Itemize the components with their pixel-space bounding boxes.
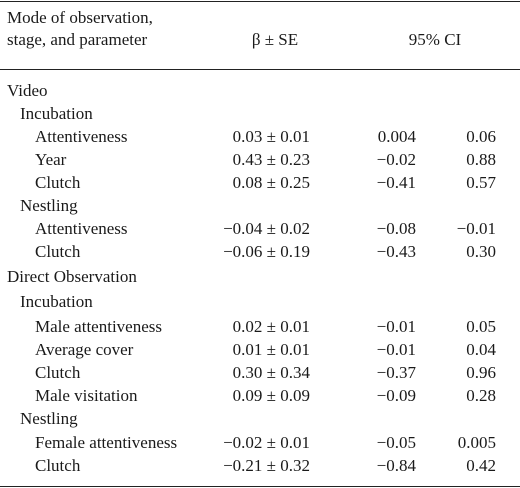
table-row: Clutch 0.30 ± 0.34 −0.37 0.96 <box>0 361 520 385</box>
ci-lower-cell: −0.41 <box>376 173 416 192</box>
row-label: Attentiveness <box>35 219 128 238</box>
ci-upper-cell: 0.28 <box>466 386 496 405</box>
ci-upper-cell: 0.06 <box>466 127 496 146</box>
ci-upper-cell: 0.88 <box>466 150 496 169</box>
table-row: Clutch −0.06 ± 0.19 −0.43 0.30 <box>0 240 520 264</box>
row-label: Nestling <box>20 196 78 215</box>
ci-upper-cell: 0.04 <box>466 340 496 359</box>
table-row: Female attentiveness −0.02 ± 0.01 −0.05 0.0… <box>0 431 520 455</box>
ci-lower-cell: −0.01 <box>376 340 416 359</box>
beta-se-cell: −0.06 ± 0.19 <box>223 242 310 261</box>
beta-se-cell: 0.08 ± 0.25 <box>232 173 310 192</box>
row-label: Clutch <box>35 173 81 192</box>
table-row: Clutch −0.21 ± 0.32 −0.84 0.42 <box>0 454 520 478</box>
beta-se-cell: −0.21 ± 0.32 <box>223 456 310 475</box>
table-row: Year 0.43 ± 0.23 −0.02 0.88 <box>0 148 520 172</box>
ci-upper-cell: −0.01 <box>456 219 496 238</box>
beta-se-cell: 0.30 ± 0.34 <box>232 363 310 382</box>
table-row: Clutch 0.08 ± 0.25 −0.41 0.57 <box>0 171 520 195</box>
row-label: Direct Observation <box>7 267 137 286</box>
subsection-row: Nestling <box>0 194 520 218</box>
beta-se-cell: 0.03 ± 0.01 <box>232 127 310 146</box>
beta-se-cell: 0.09 ± 0.09 <box>232 386 310 405</box>
header-parameter: Mode of observation, stage, and paramete… <box>7 7 153 51</box>
ci-lower-cell: −0.43 <box>376 242 416 261</box>
beta-se-cell: −0.02 ± 0.01 <box>223 433 310 452</box>
header-parameter-line1: Mode of observation, <box>7 8 153 27</box>
beta-se-cell: −0.04 ± 0.02 <box>223 219 310 238</box>
table-row: Attentiveness −0.04 ± 0.02 −0.08 −0.01 <box>0 217 520 241</box>
row-label: Male visitation <box>35 386 138 405</box>
row-label: Incubation <box>20 292 93 311</box>
row-label: Video <box>7 81 48 100</box>
row-label: Attentiveness <box>35 127 128 146</box>
ci-lower-cell: −0.37 <box>376 363 416 382</box>
row-label: Clutch <box>35 456 81 475</box>
header-ci: 95% CI <box>408 30 462 49</box>
beta-se-cell: 0.01 ± 0.01 <box>232 340 310 359</box>
row-label: Nestling <box>20 409 78 428</box>
header-rule <box>0 69 520 70</box>
ci-upper-cell: 0.005 <box>457 433 496 452</box>
header-parameter-line2: stage, and parameter <box>7 30 148 49</box>
table-row: Attentiveness 0.03 ± 0.01 0.004 0.06 <box>0 125 520 149</box>
row-label: Clutch <box>35 363 81 382</box>
ci-lower-cell: −0.01 <box>376 317 416 336</box>
ci-lower-cell: −0.05 <box>376 433 416 452</box>
subsection-row: Nestling <box>0 407 520 431</box>
row-label: Year <box>35 150 67 169</box>
row-label: Average cover <box>35 340 134 359</box>
row-label: Clutch <box>35 242 81 261</box>
table-row: Male visitation 0.09 ± 0.09 −0.09 0.28 <box>0 384 520 408</box>
subsection-row: Incubation <box>0 102 520 126</box>
ci-lower-cell: −0.08 <box>376 219 416 238</box>
ci-lower-cell: −0.84 <box>376 456 416 475</box>
row-label: Female attentiveness <box>35 433 178 452</box>
table-row: Male attentiveness 0.02 ± 0.01 −0.01 0.05 <box>0 315 520 339</box>
ci-upper-cell: 0.05 <box>466 317 496 336</box>
ci-lower-cell: −0.02 <box>376 150 416 169</box>
ci-upper-cell: 0.96 <box>466 363 496 382</box>
row-label: Incubation <box>20 104 93 123</box>
ci-lower-cell: 0.004 <box>377 127 416 146</box>
bottom-rule <box>0 486 520 487</box>
ci-upper-cell: 0.42 <box>466 456 496 475</box>
subsection-row: Incubation <box>0 290 520 314</box>
header-beta-se: β ± SE <box>251 30 299 49</box>
section-row: Direct Observation <box>0 265 520 289</box>
ci-upper-cell: 0.30 <box>466 242 496 261</box>
ci-upper-cell: 0.57 <box>466 173 496 192</box>
top-rule <box>0 1 520 2</box>
table-row: Average cover 0.01 ± 0.01 −0.01 0.04 <box>0 338 520 362</box>
beta-se-cell: 0.02 ± 0.01 <box>232 317 310 336</box>
section-row: Video <box>0 79 520 103</box>
beta-se-cell: 0.43 ± 0.23 <box>232 150 310 169</box>
ci-lower-cell: −0.09 <box>376 386 416 405</box>
row-label: Male attentiveness <box>35 317 162 336</box>
